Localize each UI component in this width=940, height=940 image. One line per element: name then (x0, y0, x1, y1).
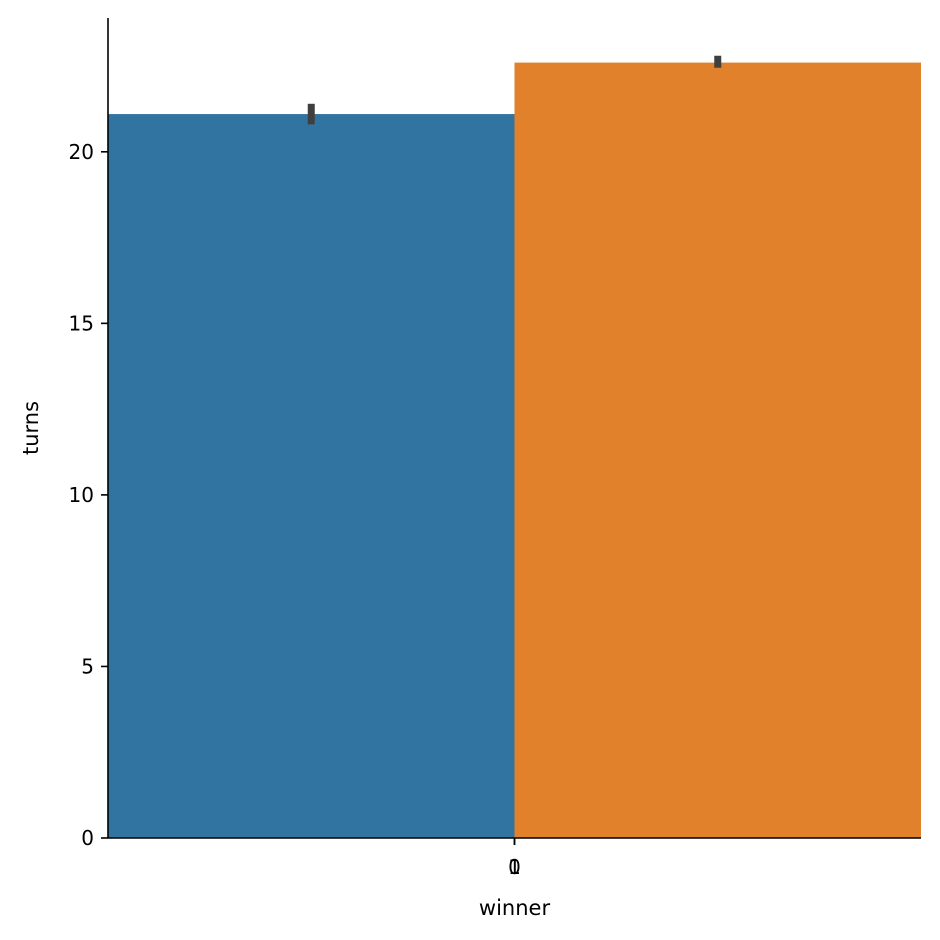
y-tick-label-5: 5 (81, 654, 94, 678)
y-tick-label-10: 10 (69, 483, 94, 507)
y-ticks-group: 0 5 10 15 20 (69, 140, 108, 850)
error-bars-group (307, 55, 722, 125)
y-axis-label: turns (19, 401, 43, 455)
bar-1 (514, 62, 921, 838)
bars-group (108, 62, 921, 838)
x-tick-label-0: 0 (508, 855, 521, 879)
y-tick-label-0: 0 (81, 826, 94, 850)
y-tick-label-20: 20 (69, 140, 94, 164)
bar-0 (108, 114, 515, 838)
x-ticks-group: 01 (508, 838, 521, 879)
y-tick-label-15: 15 (69, 311, 94, 335)
x-axis-label: winner (479, 896, 551, 920)
x-tick-label-1: 1 (508, 855, 521, 879)
